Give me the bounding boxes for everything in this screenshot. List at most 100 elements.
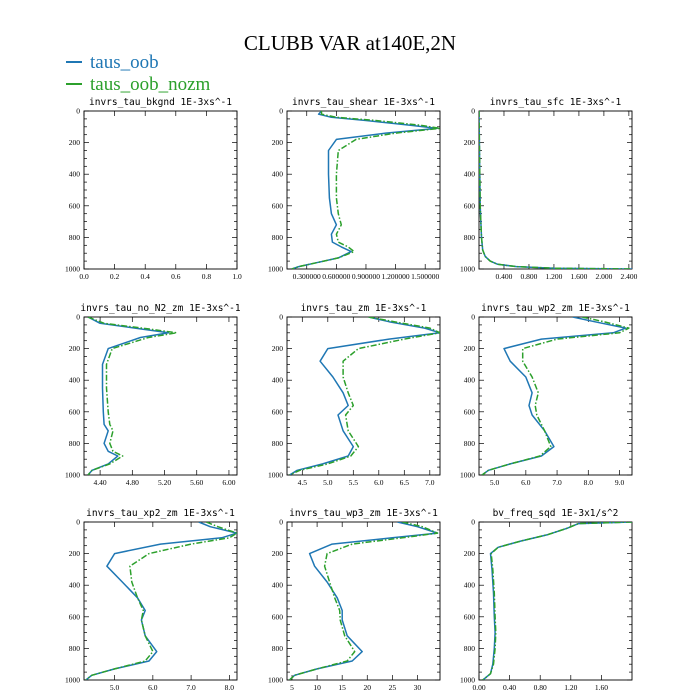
y-tick-label: 600 xyxy=(464,201,476,210)
panel-7: invrs_tau_wp3_zm 1E-3xs^-1 0 200 400 600 800 1… xyxy=(268,508,441,692)
x-tick-label: 0.800 xyxy=(521,272,538,281)
y-tick-label: 800 xyxy=(464,233,476,242)
y-tick-label: 200 xyxy=(464,138,476,147)
legend-label-taus-oob: taus_oob xyxy=(90,52,159,73)
y-tick-label: 200 xyxy=(272,344,284,353)
x-tick-label: 6.0 xyxy=(148,683,158,692)
x-tick-label: 4.80 xyxy=(126,478,139,487)
plot-frame xyxy=(83,316,238,476)
y-tick-label: 1000 xyxy=(460,676,475,685)
x-tick-label: 8.0 xyxy=(584,478,594,487)
y-tick-label: 400 xyxy=(464,170,476,179)
y-tick-label: 800 xyxy=(272,233,284,242)
series-line-taus-oob-nozm xyxy=(291,111,440,269)
x-tick-label: 0.600000 xyxy=(322,272,350,281)
y-tick-label: 400 xyxy=(69,581,81,590)
y-tick-label: 400 xyxy=(464,581,476,590)
y-tick-label: 600 xyxy=(464,612,476,621)
x-tick-label: 7.0 xyxy=(425,478,435,487)
x-tick-label: 0.0 xyxy=(79,272,89,281)
panel-6: invrs_tau_xp2_zm 1E-3xs^-1 0 200 400 600 800 1… xyxy=(65,508,238,692)
y-tick-label: 200 xyxy=(69,138,81,147)
y-tick-label: 400 xyxy=(69,170,81,179)
series-line-taus-oob xyxy=(479,111,632,269)
y-tick-label: 0 xyxy=(76,107,80,116)
plot-frame xyxy=(286,110,441,270)
panel-3: invrs_tau_no_N2_zm 1E-3xs^-10 200 400 600 80… xyxy=(65,303,241,487)
x-tick-label: 0.40 xyxy=(503,683,516,692)
x-tick-label: 6.0 xyxy=(521,478,531,487)
x-tick-label: 0.900000 xyxy=(352,272,380,281)
panel-5: invrs_tau_wp2_zm 1E-3xs^-1 0 200 400 600 800 1… xyxy=(460,303,633,487)
x-tick-label: 6.0 xyxy=(374,478,384,487)
x-tick-label: 2.000 xyxy=(595,272,612,281)
x-tick-label: 20 xyxy=(364,683,372,692)
y-tick-label: 600 xyxy=(69,407,81,416)
y-tick-label: 400 xyxy=(464,376,476,385)
y-tick-label: 600 xyxy=(272,201,284,210)
series-line-taus-oob-nozm xyxy=(479,111,632,269)
x-tick-label: 15 xyxy=(338,683,346,692)
x-tick-label: 0.6 xyxy=(171,272,181,281)
y-tick-label: 800 xyxy=(69,233,81,242)
x-tick-label: 1.60 xyxy=(595,683,608,692)
y-tick-label: 400 xyxy=(272,376,284,385)
x-tick-label: 4.5 xyxy=(298,478,308,487)
x-tick-label: 7.0 xyxy=(552,478,562,487)
y-tick-label: 200 xyxy=(464,344,476,353)
x-tick-label: 5.0 xyxy=(490,478,500,487)
y-tick-label: 0 xyxy=(471,313,475,322)
panel-title: invrs_tau_sfc 1E-3xs^-1 xyxy=(490,97,622,108)
series-line-taus-oob xyxy=(288,522,439,680)
plot-frame xyxy=(83,110,238,270)
x-tick-label: 0.4 xyxy=(141,272,151,281)
x-tick-label: 1.0 xyxy=(232,272,242,281)
panel-title: invrs_tau_xp2_zm 1E-3xs^-1 xyxy=(86,508,235,519)
series-line-taus-oob-nozm xyxy=(288,522,439,680)
panel-0: invrs_tau_bkgnd 1E-3xs^-1 0 200 400 600 800 10… xyxy=(65,97,242,281)
y-tick-label: 1000 xyxy=(65,265,80,274)
x-tick-label: 0.00 xyxy=(472,683,485,692)
panel-title: invrs_tau_shear 1E-3xs^-1 xyxy=(292,97,435,108)
x-tick-label: 9.0 xyxy=(615,478,625,487)
x-tick-label: 2.400 xyxy=(620,272,637,281)
series-line-taus-oob-nozm xyxy=(85,522,237,680)
y-tick-label: 200 xyxy=(272,138,284,147)
panel-title: invrs_tau_bkgnd 1E-3xs^-1 xyxy=(89,97,232,108)
y-tick-label: 1000 xyxy=(65,471,80,480)
y-tick-label: 1000 xyxy=(65,676,80,685)
y-tick-label: 1000 xyxy=(268,676,283,685)
series-line-taus-oob-nozm xyxy=(481,317,630,475)
y-tick-label: 800 xyxy=(272,644,284,653)
x-tick-label: 8.0 xyxy=(225,683,235,692)
legend-label-taus-oob-nozm: taus_oob_nozm xyxy=(90,74,211,95)
x-tick-label: 5.20 xyxy=(158,478,171,487)
y-tick-label: 600 xyxy=(272,612,284,621)
x-tick-label: 5 xyxy=(290,683,294,692)
y-tick-label: 0 xyxy=(279,107,283,116)
y-tick-label: 0 xyxy=(279,518,283,527)
x-tick-label: 0.300000 xyxy=(293,272,321,281)
figure-title: CLUBB VAR at140E,2N xyxy=(244,31,456,55)
y-tick-label: 800 xyxy=(69,439,81,448)
x-tick-label: 1.20 xyxy=(564,683,577,692)
panel-8: bv_freq_sqd 1E-3x1/s^2020040060080010000… xyxy=(460,508,633,692)
x-tick-label: 0.400 xyxy=(496,272,513,281)
y-tick-label: 200 xyxy=(272,549,284,558)
plot-frame xyxy=(286,316,441,476)
series-line-taus-oob-nozm xyxy=(87,317,178,475)
series-line-taus-oob xyxy=(87,317,170,475)
x-tick-label: 5.0 xyxy=(110,683,120,692)
panel-1: invrs_tau_shear 1E-3xs^-1 0 200 400 600 800 10… xyxy=(268,97,441,281)
panel-title: invrs_tau_wp2_zm 1E-3xs^-1 xyxy=(481,303,630,314)
panel-title: invrs_tau_no_N2_zm 1E-3xs^-1 xyxy=(80,303,240,314)
y-tick-label: 200 xyxy=(464,549,476,558)
y-tick-label: 0 xyxy=(471,518,475,527)
x-tick-label: 1.500000 xyxy=(411,272,439,281)
panel-2: invrs_tau_sfc 1E-3xs^-1 0 200 400 600 800 1000… xyxy=(460,97,638,281)
y-tick-label: 1000 xyxy=(460,471,475,480)
series-line-taus-oob xyxy=(85,522,237,680)
panels-grid: invrs_tau_bkgnd 1E-3xs^-1020040060080010… xyxy=(65,97,638,692)
plot-frame xyxy=(478,316,633,476)
